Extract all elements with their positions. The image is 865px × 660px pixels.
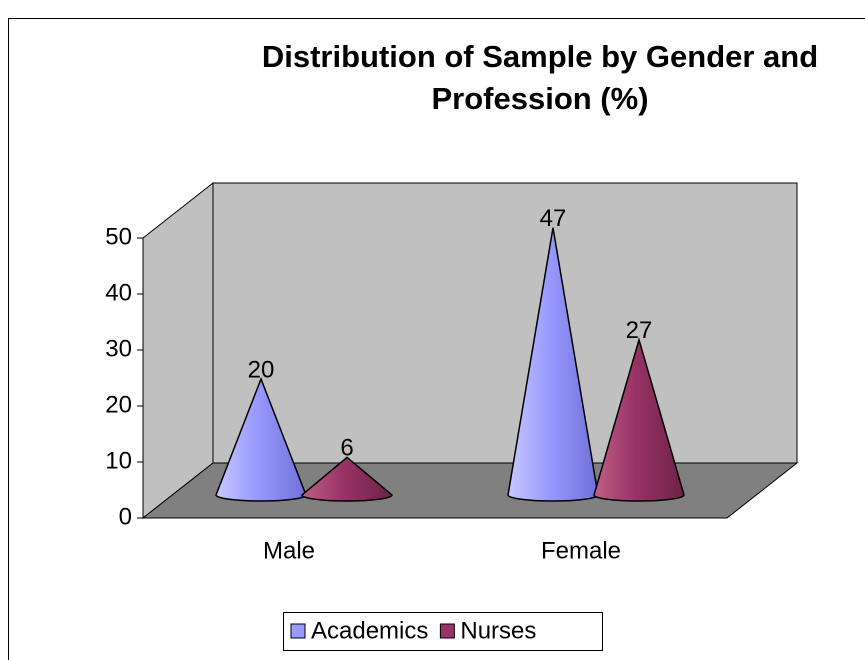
y-tick-label: 50 xyxy=(105,223,132,250)
y-tick-label: 0 xyxy=(119,503,132,530)
y-tick-label: 20 xyxy=(105,391,132,418)
value-label: 6 xyxy=(340,435,353,462)
side-wall xyxy=(142,181,214,520)
x-tick-label: Female xyxy=(541,537,621,564)
value-label: 27 xyxy=(626,317,653,344)
value-label: 20 xyxy=(248,356,275,383)
y-tick-label: 40 xyxy=(105,279,132,306)
chart-frame xyxy=(8,18,865,660)
cone xyxy=(593,337,685,502)
value-label: 47 xyxy=(540,205,567,232)
legend-swatch xyxy=(439,623,455,639)
chart-title: Distribution of Sample by Gender and Pro… xyxy=(261,39,819,116)
x-tick-label: Male xyxy=(263,537,315,564)
legend-swatch xyxy=(290,623,306,639)
back-wall xyxy=(212,182,798,464)
legend-label: Nurses xyxy=(460,617,536,644)
y-tick-label: 10 xyxy=(105,447,132,474)
y-tick-label: 30 xyxy=(105,335,132,362)
cone xyxy=(301,456,393,502)
legend-label: Academics xyxy=(311,617,428,644)
